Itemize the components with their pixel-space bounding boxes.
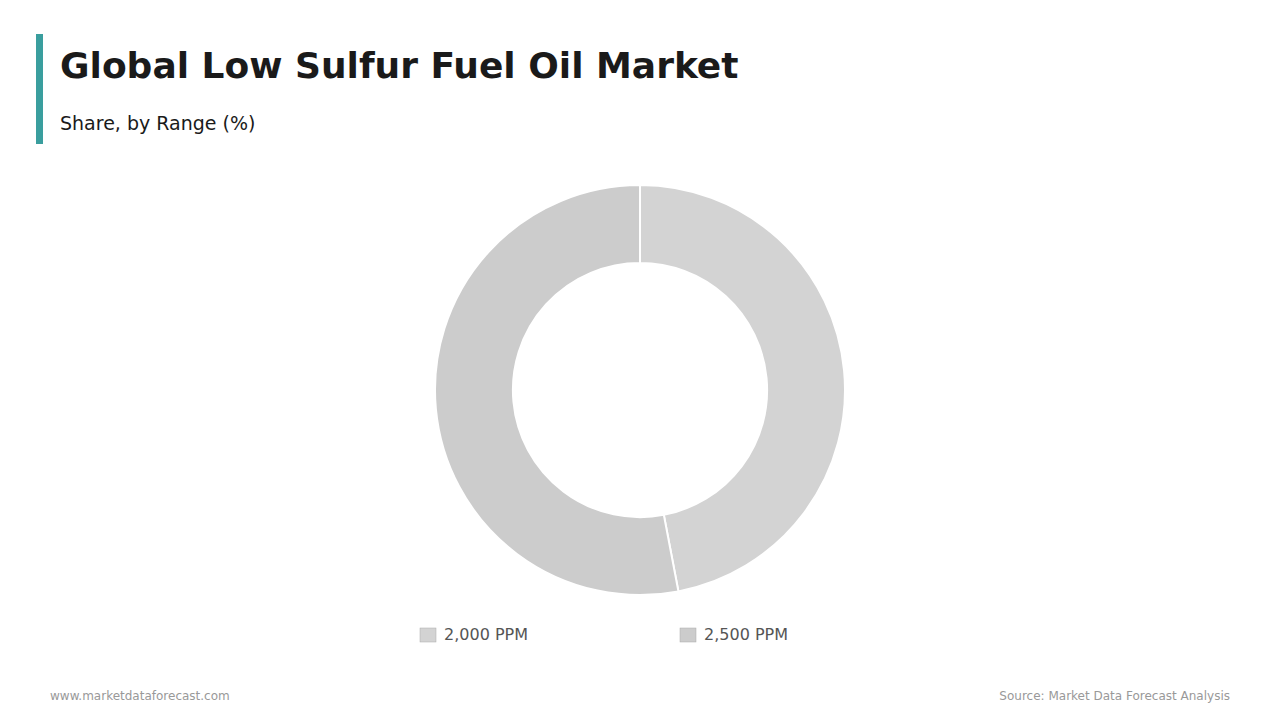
legend-swatch: [420, 628, 436, 642]
slices: [435, 185, 845, 595]
legend-item: 2,000 PPM: [420, 625, 528, 644]
footer-note: Source: Market Data Forecast Analysis: [999, 689, 1230, 703]
legend-swatch: [680, 628, 696, 642]
footer-note: www.marketdataforecast.com: [50, 689, 230, 703]
accent-bar: [36, 34, 43, 144]
legend: 2,000 PPM 2,500 PPM: [420, 625, 788, 644]
subtitle: Share, by Range (%): [60, 112, 255, 134]
title: Global Low Sulfur Fuel Oil Market: [60, 45, 739, 86]
slice: [640, 185, 845, 591]
legend-label: 2,500 PPM: [704, 625, 788, 644]
chart-root: Global Low Sulfur Fuel Oil Market Share, …: [0, 0, 1280, 720]
legend-label: 2,000 PPM: [444, 625, 528, 644]
legend-item: 2,500 PPM: [680, 625, 788, 644]
slice: [435, 185, 678, 595]
